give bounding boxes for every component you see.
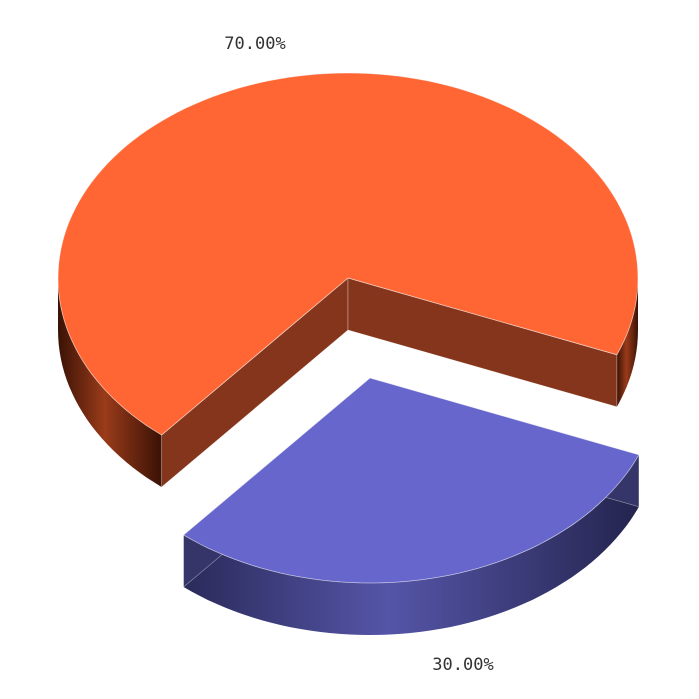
pie-slice-70 (57, 72, 639, 488)
pie-slice-top (182, 377, 640, 584)
slices-layer (57, 72, 640, 635)
slice-label-30: 30.00% (432, 655, 493, 675)
pie-slice-side-wall (58, 278, 162, 487)
pie-slice-side-wall (616, 278, 638, 407)
pie-slice-side-wall (183, 454, 639, 635)
pie-slice-30 (182, 377, 640, 635)
slice-label-70: 70.00% (224, 34, 285, 54)
pie-slice-top (57, 72, 639, 436)
